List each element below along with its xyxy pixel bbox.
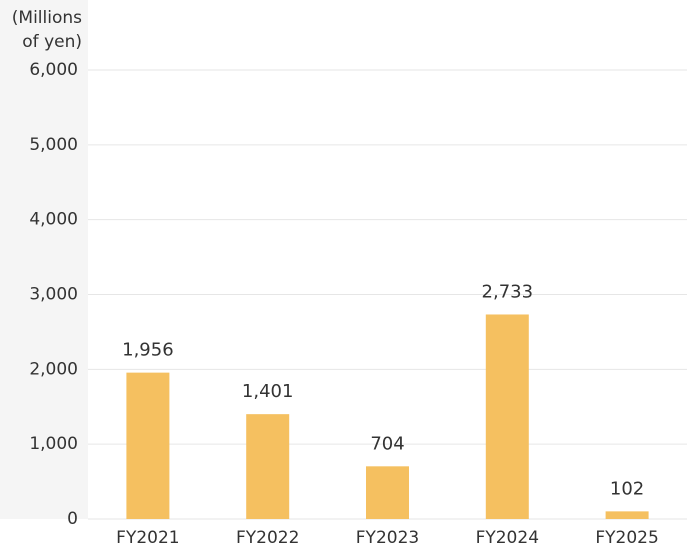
value-label: 2,733	[482, 281, 534, 302]
y-tick-label: 2,000	[29, 359, 78, 379]
y-tick-label: 0	[67, 509, 78, 529]
y-tick-label: 5,000	[29, 135, 78, 155]
bar	[366, 466, 409, 519]
bar	[485, 314, 529, 519]
value-label: 102	[610, 478, 644, 499]
y-tick-label: 4,000	[29, 210, 78, 230]
bar	[126, 372, 170, 519]
value-label: 1,956	[122, 340, 174, 361]
x-tick-label: FY2023	[356, 528, 419, 548]
y-axis-label: (Millions	[12, 8, 82, 28]
y-tick-label: 1,000	[29, 434, 78, 454]
y-axis-label: of yen)	[22, 32, 82, 52]
x-tick-label: FY2022	[236, 528, 299, 548]
y-tick-label: 3,000	[29, 285, 78, 305]
y-tick-label: 6,000	[29, 60, 78, 80]
x-tick-label: FY2025	[595, 528, 658, 548]
x-tick-label: FY2021	[116, 528, 179, 548]
bar	[605, 511, 649, 519]
axis-panel	[0, 0, 88, 519]
value-label: 1,401	[242, 381, 294, 402]
value-label: 704	[370, 433, 404, 454]
x-tick-label: FY2024	[476, 528, 539, 548]
bar	[246, 414, 290, 519]
